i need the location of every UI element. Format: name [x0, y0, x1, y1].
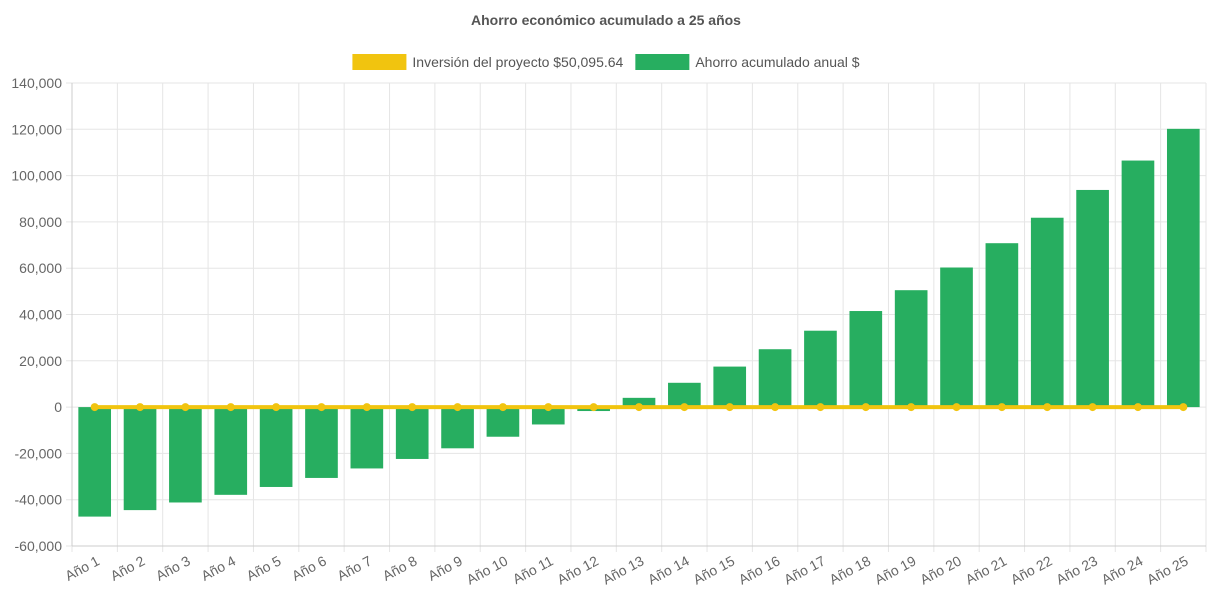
line-point — [1088, 403, 1097, 412]
legend-label: Inversión del proyecto $50,095.64 — [412, 54, 623, 70]
y-tick-label: 100,000 — [11, 168, 62, 184]
y-tick-label: 120,000 — [11, 121, 62, 137]
line-point — [181, 403, 190, 412]
line-point — [408, 403, 417, 412]
x-tick-label: Año 1 — [62, 552, 102, 583]
line-point — [907, 403, 916, 412]
line-point — [317, 403, 326, 412]
x-axis: Año 1 Año 2 Año 3 Año 4 Año 5 Año 6 Año 7 Año 8… — [62, 552, 1191, 587]
bar — [1166, 128, 1200, 408]
bar — [214, 407, 248, 495]
line-point — [635, 403, 643, 412]
bar — [78, 407, 112, 517]
bar — [668, 382, 701, 408]
line-point — [816, 403, 825, 412]
x-tick-label: Año 4 — [198, 552, 238, 583]
x-tick-label: Año 8 — [380, 552, 420, 583]
y-tick-label: -20,000 — [15, 445, 63, 461]
bar — [849, 311, 883, 408]
bar — [758, 349, 792, 408]
bar — [713, 366, 747, 408]
x-tick-label: Año 13 — [600, 552, 647, 587]
y-axis: -60,000 -40,000 -20,000 0 20,000 40,000 60,000… — [11, 75, 62, 554]
line-point — [544, 403, 553, 412]
legend-swatch — [352, 54, 407, 70]
x-tick-label: Año 21 — [963, 552, 1010, 587]
x-tick-label: Año 25 — [1144, 552, 1191, 587]
x-tick-label: Año 7 — [334, 552, 374, 583]
bar — [259, 407, 293, 487]
x-tick-label: Año 20 — [917, 552, 964, 587]
x-tick-label: Año 17 — [781, 552, 828, 587]
bar — [940, 267, 973, 408]
bar — [441, 407, 474, 449]
x-tick-label: Año 9 — [425, 552, 465, 583]
bar — [486, 407, 520, 437]
bar — [622, 397, 656, 408]
y-tick-label: 80,000 — [19, 214, 62, 230]
y-tick-label: 40,000 — [19, 307, 62, 323]
line-point — [771, 403, 780, 412]
x-tick-label: Año 5 — [244, 552, 284, 583]
y-tick-label: 20,000 — [19, 353, 62, 369]
x-tick-label: Año 3 — [153, 552, 193, 583]
x-tick-label: Año 6 — [289, 552, 329, 583]
x-tick-label: Año 2 — [108, 552, 148, 583]
line-point — [136, 403, 145, 412]
line-point — [997, 403, 1006, 412]
x-tick-label: Año 14 — [645, 552, 692, 587]
line-point — [1179, 403, 1188, 412]
line-point — [453, 403, 462, 412]
legend-label: Ahorro acumulado anual $ — [695, 54, 859, 70]
x-tick-label: Año 18 — [827, 552, 874, 587]
legend: Inversión del proyecto $50,095.64 Ahorro … — [352, 54, 860, 70]
line-point — [589, 403, 598, 412]
grid — [66, 82, 1207, 552]
line-point — [90, 403, 99, 412]
bar — [169, 407, 202, 503]
x-tick-label: Año 15 — [690, 552, 737, 587]
y-tick-label: -40,000 — [15, 492, 63, 508]
line-point — [272, 403, 281, 412]
bar — [395, 407, 429, 459]
bar — [1121, 160, 1155, 408]
line-point — [680, 403, 689, 412]
bar — [894, 290, 928, 408]
x-tick-label: Año 10 — [464, 552, 511, 587]
bar — [985, 243, 1019, 408]
legend-swatch — [635, 54, 690, 70]
line-point — [1133, 403, 1142, 412]
y-tick-label: 140,000 — [11, 75, 62, 91]
line-point — [362, 403, 371, 412]
y-tick-label: 60,000 — [19, 260, 62, 276]
x-tick-label: Año 16 — [736, 552, 783, 587]
bar — [305, 407, 338, 478]
line-point — [725, 403, 734, 412]
x-tick-label: Año 12 — [554, 552, 601, 587]
line-series — [90, 403, 1188, 412]
bars — [78, 128, 1200, 517]
x-tick-label: Año 19 — [872, 552, 919, 587]
bar — [123, 407, 157, 511]
chart-title: Ahorro económico acumulado a 25 años — [471, 12, 741, 28]
bar — [1030, 217, 1064, 408]
line-point — [952, 403, 961, 412]
x-tick-label: Año 23 — [1053, 552, 1100, 587]
bar — [350, 407, 384, 469]
x-tick-label: Año 22 — [1008, 552, 1055, 587]
bar — [1076, 189, 1109, 408]
line-point — [861, 403, 870, 412]
line-point — [226, 403, 235, 412]
x-tick-label: Año 11 — [510, 552, 556, 587]
x-tick-label: Año 24 — [1099, 552, 1146, 587]
y-tick-label: -60,000 — [15, 538, 63, 554]
bar — [531, 407, 565, 425]
y-tick-label: 0 — [54, 399, 62, 415]
line-point — [498, 403, 507, 412]
bar — [804, 330, 837, 408]
line-point — [1043, 403, 1052, 412]
